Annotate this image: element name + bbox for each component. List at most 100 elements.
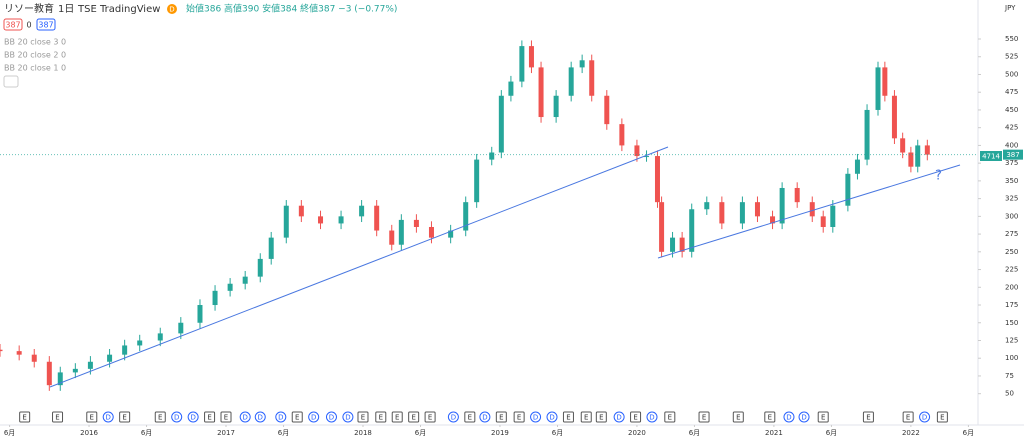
symbol: リソー教育 <box>4 2 54 15</box>
candle-body <box>568 67 574 96</box>
event-label: E <box>906 414 910 422</box>
candle-body <box>474 159 480 203</box>
indicator[interactable]: BB 20 close 3 0 <box>4 38 66 47</box>
event-marker <box>919 411 931 423</box>
event-label: E <box>668 414 672 422</box>
x-tick-label: 6月 <box>689 429 700 437</box>
event-marker <box>513 411 525 423</box>
event-label: E <box>599 414 603 422</box>
event-label: E <box>821 414 825 422</box>
candle-body <box>57 372 63 386</box>
event-marker <box>254 411 266 423</box>
event-label: D <box>106 414 111 422</box>
event-label: D <box>278 414 283 422</box>
candle-body <box>257 258 263 277</box>
event-marker <box>239 411 251 423</box>
currency[interactable]: JPY <box>1004 4 1016 12</box>
candle-body <box>519 46 525 82</box>
event-label: D <box>482 414 487 422</box>
event-label: E <box>566 414 570 422</box>
candle-body <box>212 290 218 306</box>
indicator[interactable]: BB 20 close 2 0 <box>4 51 66 60</box>
y-tick-label: 50 <box>1005 390 1014 398</box>
event-label: E <box>940 414 944 422</box>
event-label: D <box>922 414 927 422</box>
event-marker <box>562 411 574 423</box>
event-label: E <box>158 414 162 422</box>
x-tick-label: 2021 <box>765 429 783 437</box>
event-marker <box>902 411 914 423</box>
event-marker <box>187 411 199 423</box>
trend-line <box>657 164 961 259</box>
candle-body <box>463 202 469 231</box>
event-marker <box>204 411 216 423</box>
candle-body <box>882 67 888 96</box>
candle-body <box>242 276 248 284</box>
event-label: E <box>55 414 59 422</box>
y-tick-label: 500 <box>1005 70 1018 78</box>
y-tick-label: 200 <box>1005 283 1018 291</box>
y-tick-label: 550 <box>1005 35 1018 43</box>
y-tick-label: 125 <box>1005 336 1018 344</box>
candle-body <box>428 226 434 238</box>
event-label: D <box>801 414 806 422</box>
candle-body <box>389 230 395 245</box>
event-marker <box>391 411 403 423</box>
event-marker <box>19 411 31 423</box>
y-tick-label: 350 <box>1005 177 1018 185</box>
event-label: D <box>190 414 195 422</box>
candle-body <box>553 95 559 118</box>
badge: D <box>169 6 174 14</box>
y-tick-label: 450 <box>1005 106 1018 114</box>
last-price-label: 387 <box>1006 151 1019 159</box>
ask-box[interactable] <box>36 18 56 31</box>
event-label: E <box>361 414 365 422</box>
collapse-button[interactable] <box>3 75 19 88</box>
event-label: E <box>866 414 870 422</box>
candle-body <box>830 205 836 227</box>
indicator[interactable]: BB 20 close 1 0 <box>4 64 66 73</box>
event-marker <box>798 411 810 423</box>
annotation: ? <box>935 169 942 184</box>
bid: 387 <box>5 21 20 30</box>
candle-body <box>794 187 800 203</box>
event-label: D <box>174 414 179 422</box>
event-label: E <box>411 414 415 422</box>
candle-body <box>508 81 514 96</box>
candle-body <box>689 209 695 252</box>
candle-body <box>398 219 404 245</box>
candle-body <box>654 156 660 203</box>
candle-body <box>157 333 163 341</box>
candle-body <box>72 368 78 373</box>
y-tick-label: 325 <box>1005 195 1018 203</box>
y-tick-label: 425 <box>1005 124 1018 132</box>
bid-box[interactable] <box>3 18 23 31</box>
x-tick-label: 2016 <box>80 429 98 437</box>
event-label: D <box>649 414 654 422</box>
event-marker <box>220 411 232 423</box>
candle-body <box>854 159 860 174</box>
candle-body <box>619 124 625 146</box>
event-label: D <box>311 414 316 422</box>
candle-body <box>579 60 585 68</box>
event-label: D <box>533 414 538 422</box>
candle-body <box>318 216 324 224</box>
event-label: E <box>584 414 588 422</box>
event-label: E <box>736 414 740 422</box>
y-tick-label: 225 <box>1005 266 1018 274</box>
event-label: D <box>786 414 791 422</box>
event-marker <box>495 411 507 423</box>
exchange: TSE <box>77 4 97 15</box>
x-tick-label: 6月 <box>141 429 152 437</box>
event-marker <box>479 411 491 423</box>
event-marker <box>580 411 592 423</box>
event-marker <box>646 411 658 423</box>
event-label: E <box>702 414 706 422</box>
badge-bg <box>167 4 177 14</box>
event-label: E <box>90 414 94 422</box>
event-marker <box>342 411 354 423</box>
event-marker <box>325 411 337 423</box>
y-tick-label: 400 <box>1005 141 1018 149</box>
event-marker <box>291 411 303 423</box>
